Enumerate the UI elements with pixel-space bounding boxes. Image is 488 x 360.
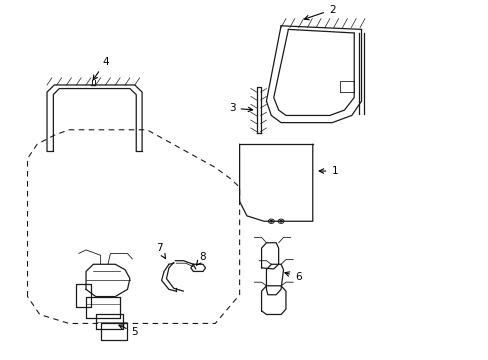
Circle shape xyxy=(270,221,272,222)
Text: 4: 4 xyxy=(93,57,109,80)
Text: 7: 7 xyxy=(156,243,165,258)
Text: 8: 8 xyxy=(196,252,206,265)
Text: 5: 5 xyxy=(119,325,138,337)
Text: 6: 6 xyxy=(285,272,301,282)
Text: 2: 2 xyxy=(304,5,335,20)
Text: 3: 3 xyxy=(228,103,252,113)
Circle shape xyxy=(280,221,282,222)
Text: 1: 1 xyxy=(319,166,337,176)
